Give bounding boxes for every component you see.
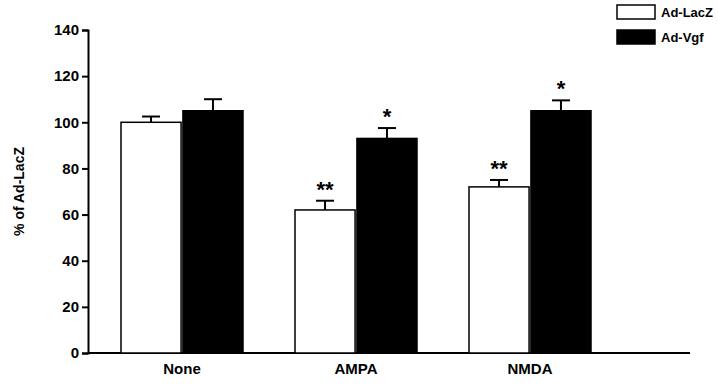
significance-label: * [383, 104, 392, 129]
bar [469, 187, 529, 353]
y-tick-label: 40 [62, 252, 79, 269]
error-bar-cap [142, 116, 160, 118]
y-tick-label: 100 [54, 114, 79, 131]
bar [295, 210, 355, 353]
y-tick-label: 120 [54, 67, 79, 84]
x-tick: AMPA [334, 360, 377, 377]
x-tick-label: AMPA [334, 360, 377, 377]
legend-item: Ad-LacZ [617, 5, 713, 20]
chart: 0 20 40 60 80 100 120 140 None AMPA NMDA % of Ad-La… [0, 0, 718, 390]
error-bar-cap [204, 98, 222, 100]
y-tick: 40 [62, 252, 88, 269]
bar [183, 111, 243, 353]
y-tick-label: 60 [62, 206, 79, 223]
significance-label: ** [316, 177, 334, 202]
bar [121, 122, 181, 353]
y-tick-mark [82, 168, 88, 170]
plot-area [121, 99, 591, 353]
y-tick-label: 0 [71, 344, 79, 361]
legend-label: Ad-Vgf [661, 30, 704, 45]
y-tick: 0 [71, 344, 88, 361]
y-axis-title: % of Ad-LacZ [11, 147, 27, 236]
error-bar [142, 117, 160, 123]
y-tick-label: 20 [62, 298, 79, 315]
x-tick: NMDA [508, 360, 553, 377]
significance-label: * [557, 76, 566, 101]
y-tick-mark [82, 122, 88, 124]
legend-label: Ad-LacZ [661, 5, 713, 20]
significance-label: ** [490, 156, 508, 181]
legend: Ad-LacZ Ad-Vgf [617, 5, 713, 45]
y-axis-line [82, 31, 89, 354]
x-tick-label: NMDA [508, 360, 553, 377]
error-bar [378, 128, 396, 138]
error-bar [204, 99, 222, 111]
error-bar [552, 100, 570, 110]
error-bar-stem [560, 100, 562, 110]
legend-item: Ad-Vgf [617, 30, 704, 45]
bar [531, 111, 591, 353]
y-tick: 120 [54, 67, 88, 84]
y-tick-mark [82, 30, 88, 32]
y-tick-mark [82, 214, 88, 216]
y-tick-label: 80 [62, 160, 79, 177]
error-bar [490, 180, 508, 187]
legend-swatch [617, 30, 655, 44]
y-tick: 140 [54, 21, 88, 38]
y-tick-label: 140 [54, 21, 79, 38]
x-tick-label: None [163, 360, 201, 377]
y-axis: 0 20 40 60 80 100 120 140 [54, 21, 89, 361]
error-bar-stem [324, 201, 326, 210]
y-tick: 100 [54, 114, 88, 131]
annotations: ****** [316, 76, 565, 201]
y-tick-mark [82, 76, 88, 78]
error-bar [316, 201, 334, 210]
bar [357, 138, 417, 353]
x-axis: None AMPA NMDA [88, 353, 690, 377]
y-tick-mark [82, 260, 88, 262]
y-tick: 80 [62, 160, 88, 177]
y-tick: 60 [62, 206, 88, 223]
error-bar-stem [498, 180, 500, 187]
error-bar-stem [212, 99, 214, 111]
x-tick: None [163, 360, 201, 377]
y-tick-mark [82, 306, 88, 308]
legend-swatch [617, 5, 655, 19]
y-tick: 20 [62, 298, 88, 315]
error-bar-stem [386, 128, 388, 138]
y-tick-mark [82, 353, 88, 355]
